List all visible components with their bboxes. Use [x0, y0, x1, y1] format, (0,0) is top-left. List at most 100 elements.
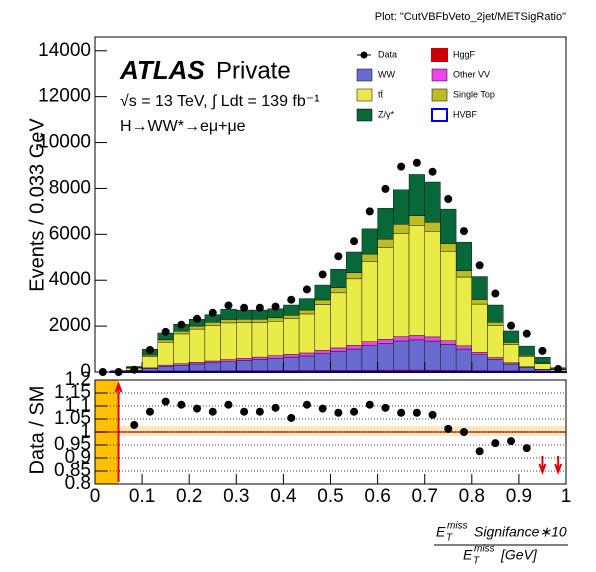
- histogram-bar: [204, 360, 221, 364]
- histogram-bar: [503, 344, 520, 364]
- histogram-bar: [518, 345, 535, 356]
- histogram-bar: [220, 359, 237, 362]
- data-point: [428, 167, 437, 176]
- histogram-bar: [424, 336, 441, 342]
- histogram-bar: [298, 313, 316, 354]
- histogram-bar: [471, 354, 488, 373]
- ratio-point: [255, 407, 264, 416]
- histogram-bar: [298, 298, 316, 311]
- histogram-bar: [314, 299, 331, 305]
- ratio-point: [397, 408, 406, 417]
- histogram-bar: [251, 319, 268, 323]
- data-point: [444, 194, 453, 203]
- histogram-bar: [408, 225, 425, 336]
- histogram-bar: [267, 355, 284, 359]
- histogram-bar: [330, 287, 347, 294]
- ratio-point: [177, 400, 186, 409]
- histogram-bar: [345, 272, 363, 280]
- histogram-bar: [377, 247, 394, 340]
- histogram-bar: [330, 347, 347, 352]
- data-point: [538, 346, 547, 355]
- data-point: [130, 365, 139, 374]
- data-point: [224, 301, 233, 310]
- data-point: [350, 237, 359, 246]
- x-tick-label: 0.1: [129, 486, 155, 507]
- data-point: [287, 295, 296, 304]
- histogram-bar: [173, 330, 190, 335]
- histogram-bar: [534, 357, 551, 364]
- y-tick-label: 4000: [49, 269, 91, 290]
- histogram-bar: [440, 251, 457, 341]
- ratio-point: [224, 400, 233, 409]
- ratio-point: [145, 407, 154, 416]
- histogram-bar: [141, 354, 158, 357]
- histogram-bar: [424, 221, 441, 232]
- data-point: [554, 365, 563, 374]
- x-label-part: T: [446, 533, 453, 544]
- histogram-bar: [487, 325, 504, 358]
- ratio-point: [287, 413, 296, 422]
- x-tick-label: 0.9: [506, 486, 532, 507]
- legend-swatch: [431, 48, 448, 62]
- histogram-bar: [440, 340, 457, 345]
- histogram-bar: [408, 215, 425, 226]
- histogram-bar: [251, 359, 268, 373]
- histogram-bar: [393, 340, 410, 373]
- histogram-bar: [330, 269, 347, 288]
- histogram-bar: [361, 341, 378, 346]
- data-point: [193, 314, 202, 323]
- histogram-bar: [283, 318, 300, 355]
- histogram-bar: [314, 304, 331, 351]
- x-label-part: E: [463, 547, 473, 563]
- plot-frame: [94, 36, 567, 373]
- y-axis-label: Events / 0.033 GeV: [26, 118, 48, 292]
- histogram-bar: [455, 345, 472, 350]
- histogram-bar: [487, 359, 504, 373]
- ratio-y-axis-label: Data / SM: [26, 386, 48, 475]
- ratio-point: [428, 410, 437, 419]
- x-tick-label: 0.2: [176, 486, 202, 507]
- histogram-bar: [298, 309, 316, 315]
- ratio-point: [334, 408, 343, 417]
- histogram-bar: [471, 352, 488, 355]
- histogram-bar: [267, 321, 284, 356]
- histogram-bar: [298, 352, 316, 357]
- histogram-bar: [377, 207, 394, 240]
- uncertainty-band: [118, 426, 566, 436]
- x-label-part: miss: [474, 544, 495, 555]
- legend-label: Other VV: [453, 69, 490, 79]
- histogram-bar: [236, 319, 253, 323]
- histogram-bar: [204, 322, 221, 326]
- legend-swatch: [431, 108, 448, 122]
- histogram-bar: [424, 181, 441, 223]
- histogram-bar: [393, 233, 410, 337]
- y-tick-label: 2000: [49, 315, 91, 336]
- histogram-bar: [377, 343, 394, 373]
- data-point: [397, 162, 406, 171]
- histogram-bar: [361, 345, 378, 373]
- histogram-bar: [440, 243, 457, 252]
- data-point: [381, 184, 390, 193]
- data-point: [240, 303, 249, 312]
- histogram-bar: [345, 278, 363, 346]
- ratio-point: [491, 439, 500, 448]
- histogram-bar: [188, 362, 206, 365]
- plot-frame: [94, 379, 567, 485]
- histogram-bar: [236, 358, 253, 361]
- off-scale-arrow: [538, 456, 547, 475]
- legend-label: Data: [378, 49, 397, 59]
- histogram-bar: [345, 348, 363, 373]
- histogram-bar: [440, 344, 457, 373]
- legend-label: HggF: [453, 49, 476, 59]
- plot-title: Plot: "CutVBFbVeto_2jet/METSigRatio": [375, 11, 566, 23]
- histogram-bar: [314, 353, 331, 373]
- y-tick-label: 14000: [38, 40, 91, 61]
- y-tick-label: 8000: [49, 177, 91, 198]
- histogram-bar: [220, 308, 237, 320]
- histogram-bar: [503, 330, 520, 343]
- x-tick-label: 0.5: [317, 486, 343, 507]
- ratio-point: [381, 403, 390, 412]
- histogram-bar: [408, 335, 425, 341]
- histogram-bar: [503, 342, 520, 345]
- atlas-label: ATLAS: [119, 55, 205, 85]
